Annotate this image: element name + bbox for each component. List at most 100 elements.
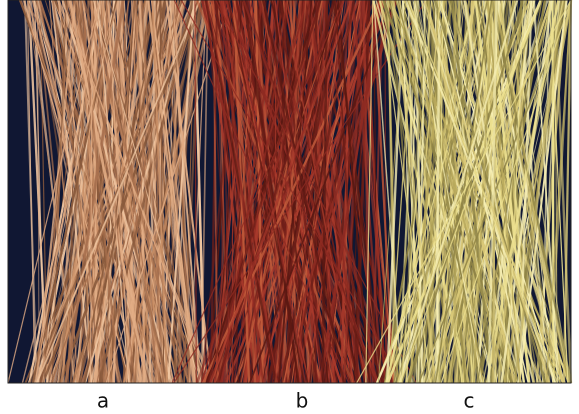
fiber-strand xyxy=(83,0,166,384)
fiber-strand xyxy=(140,0,165,384)
fiber-strand xyxy=(273,0,350,384)
fiber-strand xyxy=(377,0,407,384)
fiber-strand xyxy=(93,0,175,384)
fiber-strand xyxy=(262,0,346,384)
fiber-strand xyxy=(172,0,200,384)
fiber-strand xyxy=(242,0,300,384)
fiber-strand xyxy=(407,0,559,384)
fiber-strand xyxy=(167,0,196,384)
fiber-strand xyxy=(131,0,214,384)
fiber-strand xyxy=(423,0,551,384)
fiber-strand xyxy=(61,0,209,384)
fiber-strand xyxy=(28,0,206,384)
fiber-strand xyxy=(105,0,231,384)
fiber-strand xyxy=(171,0,345,384)
fiber-strand xyxy=(277,0,397,384)
fiber-strand xyxy=(220,0,279,384)
fiber-strand xyxy=(233,0,288,384)
fiber-strand xyxy=(229,0,342,384)
fiber-strand xyxy=(87,0,184,384)
fiber-strand xyxy=(133,0,157,384)
fiber-strand xyxy=(279,0,324,384)
fiber-strand xyxy=(224,0,345,384)
fiber-strand xyxy=(43,0,72,384)
fiber-strand xyxy=(487,0,498,384)
fiber-strand xyxy=(105,0,160,384)
fiber-strand xyxy=(208,0,353,384)
fiber-strand xyxy=(36,0,77,384)
fiber-strand xyxy=(173,0,350,384)
fiber-strand xyxy=(89,0,136,384)
fiber-strand xyxy=(533,0,559,384)
fiber-strand xyxy=(412,0,483,384)
fiber-strand xyxy=(463,0,525,384)
fiber-strand xyxy=(180,0,404,384)
fiber-strand xyxy=(321,0,329,384)
fiber-strand xyxy=(207,0,322,384)
fiber-strand xyxy=(173,0,427,384)
fiber-strand xyxy=(34,0,101,384)
fiber-strand xyxy=(68,0,149,384)
fiber-strand xyxy=(506,0,525,384)
fiber-strand xyxy=(398,0,470,384)
fiber-strand xyxy=(21,0,119,384)
fiber-strand xyxy=(219,0,265,384)
fiber-strand xyxy=(278,0,287,384)
fiber-strand xyxy=(64,0,124,384)
fiber-strand xyxy=(513,0,563,384)
fiber-strand xyxy=(222,0,230,384)
fiber-strand xyxy=(227,0,305,384)
fiber-strand xyxy=(165,0,213,384)
fiber-strand xyxy=(239,0,311,384)
fiber-strand xyxy=(392,0,437,384)
fiber-strand xyxy=(200,0,209,384)
fiber-strand xyxy=(476,0,543,384)
fiber-strand xyxy=(502,0,523,384)
fiber-strand xyxy=(194,0,197,384)
fiber-strand xyxy=(356,0,572,384)
fiber-strand xyxy=(274,0,322,384)
fiber-strand xyxy=(151,0,168,384)
fiber-strand xyxy=(254,0,264,384)
fiber-strand xyxy=(79,0,121,384)
fiber-strand xyxy=(293,0,347,384)
fiber-strand xyxy=(51,0,93,384)
fiber-strand xyxy=(362,0,372,384)
fiber-strand xyxy=(159,0,180,384)
fiber-photo xyxy=(7,0,573,384)
fiber-strand xyxy=(244,0,376,384)
fiber-strand xyxy=(280,0,356,384)
fiber-strand xyxy=(206,0,236,384)
fiber-strand xyxy=(354,0,371,384)
fiber-strand xyxy=(7,0,101,384)
fiber-strand xyxy=(433,0,547,384)
fiber-strand xyxy=(134,0,183,384)
label-b: b xyxy=(296,389,309,413)
fiber-strand xyxy=(209,0,219,384)
fiber-strand xyxy=(399,0,541,384)
fiber-strand xyxy=(397,0,487,384)
fiber-strand xyxy=(89,0,93,384)
fiber-strand xyxy=(545,0,572,384)
fiber-strand xyxy=(249,0,395,384)
fiber-strand xyxy=(427,0,434,384)
fiber-strand xyxy=(58,0,96,384)
label-a: a xyxy=(97,389,109,413)
fiber-strand xyxy=(159,0,165,384)
fiber-strand xyxy=(421,0,539,384)
fiber-strand xyxy=(405,0,441,384)
fiber-strand xyxy=(508,0,549,384)
fiber-strand xyxy=(107,0,131,384)
fiber-strand xyxy=(373,0,403,384)
fiber-strand xyxy=(365,0,374,384)
fiber-strand xyxy=(200,0,308,384)
fiber-strand xyxy=(434,0,529,384)
label-c: c xyxy=(464,389,475,413)
fiber-strand xyxy=(96,0,182,384)
fiber-strand xyxy=(384,0,387,384)
fiber-strand xyxy=(34,0,82,384)
fiber-strand xyxy=(51,0,67,384)
photo-frame xyxy=(7,0,572,384)
